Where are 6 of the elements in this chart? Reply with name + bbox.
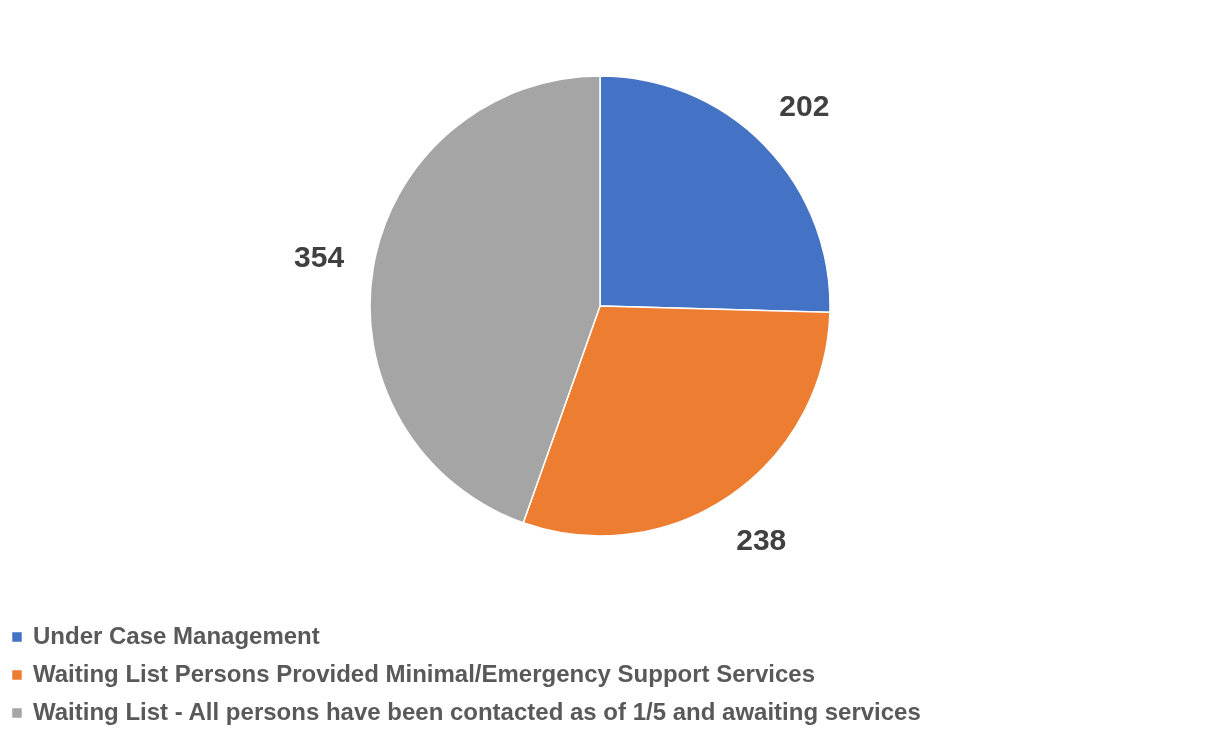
legend-label: Under Case Management <box>33 622 320 649</box>
legend-label: Waiting List Persons Provided Minimal/Emergency Support Services <box>33 660 815 687</box>
legend-label: Waiting List - All persons have been contacted as of 1/5 and awaiting services <box>33 698 921 725</box>
data-label: 354 <box>294 239 345 273</box>
data-label: 238 <box>736 522 787 556</box>
data-label: 202 <box>779 89 830 123</box>
